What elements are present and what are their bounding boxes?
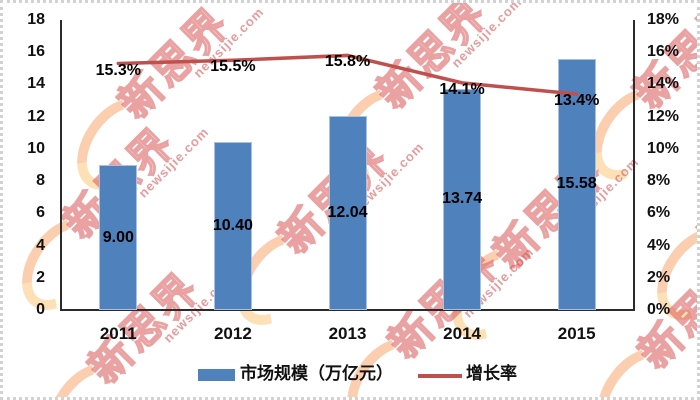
left-tick-label: 2 (36, 268, 45, 286)
line-value-label: 15.3% (95, 61, 141, 79)
right-tick-label: 4% (647, 236, 671, 254)
right-tick-label: 0% (647, 301, 671, 318)
bar (557, 58, 596, 310)
left-tick-label: 6 (36, 204, 45, 222)
bar-value-label: 15.58 (556, 175, 597, 193)
bar-value-label: 10.40 (212, 217, 253, 235)
right-tick-label: 10% (647, 139, 680, 157)
right-axis-line (633, 20, 635, 311)
left-tick-label: 18 (27, 11, 45, 28)
x-axis-label: 2015 (557, 324, 596, 343)
right-tick-label: 16% (647, 43, 680, 61)
left-tick-label: 4 (36, 236, 45, 254)
legend-bar-swatch (198, 369, 235, 381)
right-tick-label: 2% (647, 268, 671, 286)
x-axis-label: 2013 (328, 324, 367, 343)
left-tick-label: 16 (27, 43, 45, 61)
bar (99, 165, 138, 310)
legend-line-swatch (418, 374, 462, 378)
bar (213, 142, 252, 310)
x-axis-label: 2014 (443, 324, 481, 343)
left-tick-label: 12 (27, 107, 45, 125)
line-value-label: 15.8% (324, 53, 371, 71)
legend-bar-label: 市场规模（万亿元） (240, 364, 393, 383)
left-tick-label: 10 (27, 139, 45, 157)
line-series (116, 53, 579, 96)
bar-value-label: 9.00 (102, 228, 134, 246)
right-tick-label: 18% (647, 11, 680, 28)
line-value-label: 14.1% (439, 80, 485, 98)
bar (328, 116, 367, 310)
left-tick-label: 0 (36, 301, 45, 318)
right-tick-label: 6% (647, 204, 671, 222)
x-axis-line (60, 309, 635, 311)
bar-value-label: 12.04 (327, 204, 368, 221)
right-tick-label: 12% (647, 107, 680, 125)
right-tick-label: 8% (647, 172, 671, 190)
legend-line-label: 增长率 (466, 364, 517, 383)
line-value-label: 15.5% (210, 58, 256, 76)
left-tick-label: 8 (36, 172, 45, 190)
line-value-label: 13.4% (554, 92, 600, 110)
bar (443, 88, 482, 310)
bar-value-label: 13.74 (442, 190, 483, 208)
legend: 市场规模（万亿元） 增长率 (3, 358, 697, 397)
x-axis-label: 2012 (213, 324, 252, 343)
x-axis-label: 2011 (99, 324, 137, 343)
left-axis-line (60, 20, 62, 311)
left-tick-label: 14 (27, 75, 45, 93)
right-tick-label: 14% (647, 75, 680, 93)
